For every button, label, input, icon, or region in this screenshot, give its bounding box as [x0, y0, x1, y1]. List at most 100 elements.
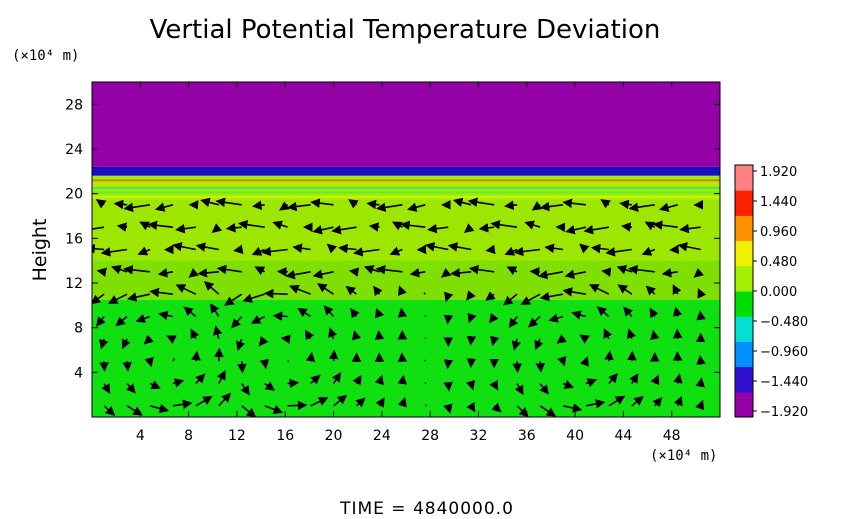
wind-vector — [600, 199, 611, 209]
wind-vector — [96, 316, 106, 327]
colorbar-tick-label: 1.440 — [760, 195, 797, 210]
wind-vector — [672, 284, 682, 295]
wind-vector — [374, 374, 384, 386]
wind-vector — [203, 281, 220, 295]
wind-vector — [264, 404, 284, 414]
wind-vector — [331, 224, 357, 235]
wind-vector — [489, 312, 499, 324]
y-axis-label: Height — [29, 219, 51, 282]
wind-vector — [310, 374, 321, 385]
wind-vector — [564, 269, 587, 279]
wind-vector — [524, 220, 541, 230]
x-tick-label: 16 — [276, 428, 294, 444]
wind-vector — [214, 347, 224, 362]
wind-vector — [172, 399, 193, 410]
wind-vector — [617, 284, 633, 295]
wind-vector — [443, 359, 454, 370]
wind-vector — [508, 316, 519, 329]
colorbar-segment — [735, 190, 753, 216]
y-axis: 4 8 12 16 20 24 28 — [65, 97, 720, 381]
wind-vector — [628, 202, 655, 213]
wind-vector — [287, 359, 290, 362]
wind-vector — [466, 290, 476, 301]
wind-vector — [213, 325, 223, 340]
colorbar-tick-label: 0.000 — [760, 285, 797, 300]
chart-title: Vertial Potential Temperature Deviation — [150, 15, 661, 45]
wind-vector — [397, 285, 407, 296]
y-tick-label: 8 — [74, 321, 83, 337]
wind-vector — [289, 284, 311, 295]
wind-vector — [172, 358, 175, 362]
wind-vector — [292, 243, 311, 253]
wind-vector — [310, 397, 329, 407]
wind-vector — [596, 306, 610, 318]
x-tick-label: 48 — [663, 428, 681, 444]
wind-vector — [123, 202, 151, 213]
wind-vector — [659, 202, 678, 212]
wind-vector — [351, 329, 362, 341]
heatmap-band-upper — [92, 199, 720, 261]
wind-vector — [562, 198, 587, 208]
wind-vector — [375, 202, 403, 213]
wind-vector — [489, 379, 499, 391]
wind-vector — [621, 222, 632, 232]
wind-vector — [397, 396, 407, 408]
wind-vector — [641, 246, 656, 256]
y-tick-label: 24 — [65, 142, 83, 158]
wind-vector — [135, 313, 151, 323]
wind-vector — [629, 373, 639, 384]
y-tick-label: 28 — [65, 97, 83, 113]
wind-vector — [579, 334, 590, 344]
wind-vector — [406, 202, 426, 212]
wind-vector — [677, 242, 701, 252]
colorbar: 1.920 1.440 0.960 0.480 0.000 −0.480 −0.960 −1.… — [734, 164, 808, 420]
wind-vector — [485, 244, 496, 255]
wind-vector — [99, 338, 109, 350]
wind-vector — [280, 334, 291, 344]
wind-vector — [485, 291, 496, 301]
wind-vector — [250, 315, 266, 324]
wind-vector — [468, 264, 495, 275]
wind-vector — [197, 268, 219, 278]
wind-vector — [605, 247, 632, 257]
wind-vector — [673, 373, 683, 384]
wind-vector — [562, 379, 575, 389]
wind-vector — [172, 378, 185, 388]
wind-vector — [166, 335, 177, 345]
wind-vector — [583, 225, 610, 235]
wind-vector — [236, 338, 246, 352]
wind-vector — [444, 291, 454, 303]
wind-vector — [531, 201, 543, 211]
wind-vector — [603, 328, 613, 340]
y-tick-label: 20 — [65, 187, 83, 203]
wind-vector — [297, 307, 312, 318]
wind-vector — [147, 220, 174, 231]
wind-vector — [585, 378, 598, 388]
x-tick-label: 36 — [518, 428, 536, 444]
wind-vector — [441, 267, 452, 278]
wind-vector — [697, 288, 707, 299]
x-tick-label: 40 — [566, 428, 584, 444]
wind-vector — [126, 292, 151, 302]
wind-vector — [237, 219, 265, 230]
wind-vector — [466, 401, 476, 413]
colorbar-segment — [735, 341, 753, 368]
wind-vector-field — [92, 197, 707, 417]
wind-vector — [516, 405, 529, 417]
wind-vector — [211, 223, 223, 234]
wind-vector — [328, 349, 339, 362]
wind-vector — [272, 220, 288, 230]
wind-vector — [631, 395, 644, 407]
wind-vector — [604, 350, 614, 362]
wind-vector — [608, 373, 619, 385]
wind-vector — [254, 266, 266, 276]
wind-vector — [96, 267, 107, 277]
wind-vector — [628, 264, 655, 275]
wind-vector — [375, 397, 385, 408]
wind-vector — [353, 247, 380, 257]
wind-vector — [645, 285, 656, 296]
x-tick-label: 8 — [184, 428, 193, 444]
wind-vector — [375, 264, 403, 275]
wind-vector — [326, 243, 338, 254]
